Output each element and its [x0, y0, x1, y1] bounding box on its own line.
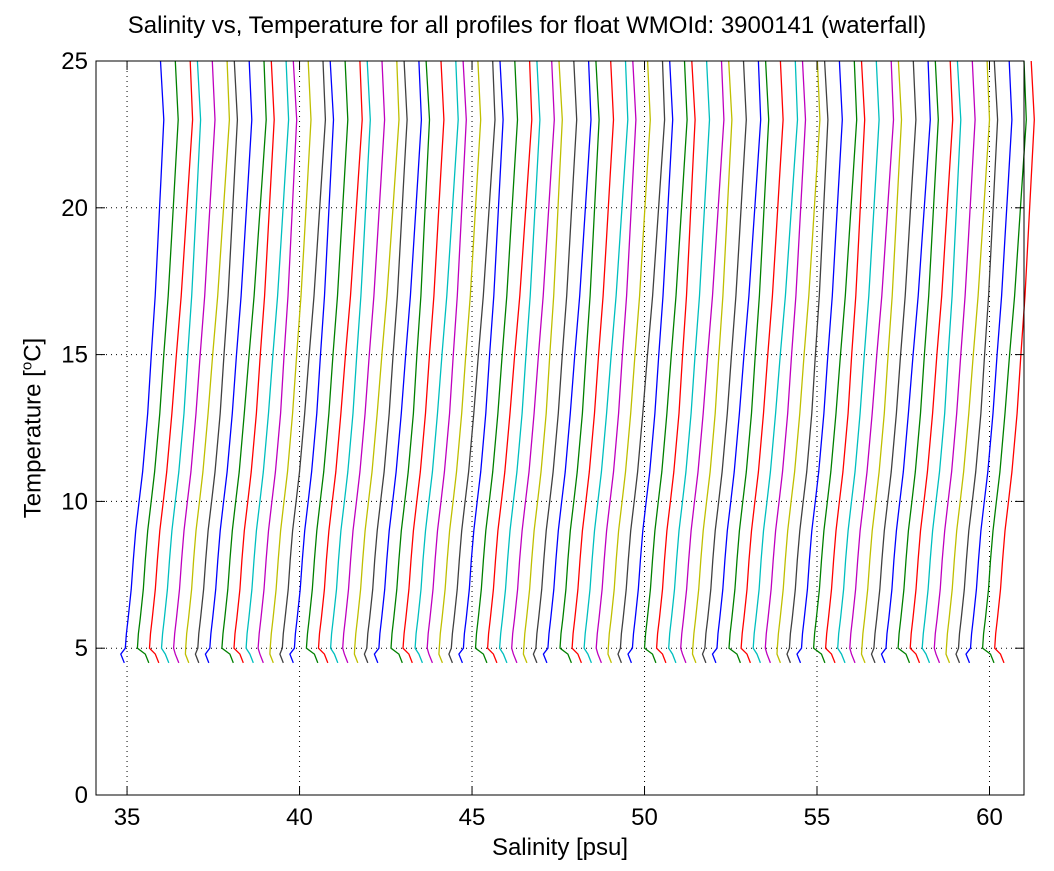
profile-line	[701, 60, 747, 664]
profile-line	[994, 60, 1035, 664]
profile-line	[655, 60, 696, 664]
profile-line	[486, 60, 533, 664]
plot-frame	[95, 60, 1025, 796]
profile-line	[221, 60, 267, 664]
profile-line	[796, 60, 843, 664]
axis-ticks	[96, 60, 1024, 796]
profile-line	[955, 60, 999, 664]
y-axis-label: Temperature [oC]	[19, 338, 48, 518]
profile-line	[776, 60, 821, 664]
profile-line	[607, 60, 651, 664]
profile-line	[522, 60, 563, 664]
profile-line	[317, 60, 363, 664]
profile-line	[627, 60, 674, 664]
profile-line	[329, 60, 371, 664]
x-tick-label: 60	[976, 804, 1003, 831]
profile-line	[353, 60, 400, 664]
profile-line	[668, 60, 711, 664]
profile-line	[257, 60, 298, 664]
profile-line	[204, 60, 253, 664]
profile-line	[532, 60, 578, 664]
profile-line	[474, 60, 519, 664]
profile-line	[617, 60, 666, 664]
profile-line	[897, 60, 939, 664]
profile-line	[458, 60, 504, 664]
profile-line	[764, 60, 807, 664]
profile-line	[160, 60, 202, 664]
profile-line	[498, 60, 541, 664]
y-tick-label: 20	[61, 195, 88, 222]
profile-line	[438, 60, 482, 664]
profile-line	[305, 60, 349, 664]
profile-line	[414, 60, 459, 664]
profile-line	[849, 60, 895, 664]
profile-line	[740, 60, 784, 664]
profile-line	[373, 60, 423, 664]
profile-line	[511, 60, 555, 664]
profile-line	[837, 60, 880, 664]
profile-line	[289, 60, 335, 664]
x-tick-label: 35	[114, 804, 141, 831]
profile-line	[728, 60, 770, 664]
y-tick-label: 0	[75, 782, 88, 809]
profile-line	[870, 60, 917, 664]
chart-title: Salinity vs, Temperature for all profile…	[127, 12, 927, 39]
profile-line	[363, 60, 408, 664]
profile-line	[402, 60, 445, 664]
profile-line	[136, 60, 179, 664]
profile-line	[860, 60, 903, 664]
y-tick-label: 15	[61, 342, 88, 369]
profile-line	[691, 60, 733, 664]
profile-line	[542, 60, 592, 664]
profile-line	[426, 60, 467, 664]
profile-line	[233, 60, 275, 664]
profile-line	[921, 60, 962, 664]
profile-line	[448, 60, 496, 664]
profile-line	[148, 60, 194, 664]
y-axis-label-suffix: C]	[19, 337, 47, 362]
profile-line	[559, 60, 600, 664]
y-tick-label: 5	[75, 635, 88, 662]
tick-labels: 35 40 45 50 55 60 0 5 10 15 20 25	[61, 48, 1003, 831]
y-axis-label-degree: o	[18, 361, 36, 371]
profile-line	[933, 60, 976, 664]
profile-line	[245, 60, 290, 664]
x-tick-label: 50	[631, 804, 658, 831]
profile-line	[965, 60, 1013, 664]
x-tick-label: 55	[804, 804, 831, 831]
profile-line	[945, 60, 991, 664]
profile-line	[812, 60, 858, 664]
profile-line	[269, 60, 312, 664]
x-axis-label: Salinity [psu]	[491, 834, 629, 861]
profile-line	[571, 60, 615, 664]
profile-line	[184, 60, 231, 664]
profile-line	[909, 60, 954, 664]
profile-line	[680, 60, 725, 664]
x-tick-label: 45	[459, 804, 486, 831]
profile-line	[120, 60, 165, 664]
profile-line	[880, 60, 931, 664]
profile-line	[172, 60, 216, 664]
profile-line	[643, 60, 688, 664]
profile-line	[786, 60, 829, 664]
profile-line	[711, 60, 762, 664]
profile-series	[120, 60, 1035, 664]
profile-line	[583, 60, 629, 664]
profile-line	[981, 60, 1027, 664]
profile-line	[824, 60, 866, 664]
y-tick-label: 25	[61, 48, 88, 75]
profile-line	[595, 60, 637, 664]
profile-line	[752, 60, 799, 664]
profile-line	[390, 60, 431, 664]
profile-line	[194, 60, 239, 664]
profile-line	[342, 60, 386, 664]
y-tick-label: 10	[61, 488, 88, 515]
y-axis-label-prefix: Temperature [	[19, 370, 47, 519]
profile-line	[279, 60, 327, 664]
x-tick-label: 40	[286, 804, 313, 831]
